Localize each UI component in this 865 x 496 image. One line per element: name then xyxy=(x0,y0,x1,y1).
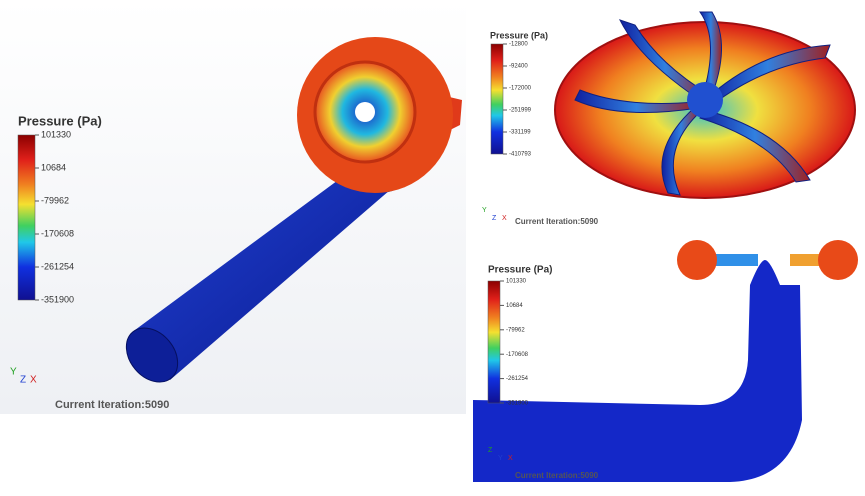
color-bar xyxy=(490,43,504,155)
tick-label: -351900 xyxy=(506,401,529,407)
tick-label: -79962 xyxy=(41,195,69,205)
tick-label: -172000 xyxy=(509,86,532,92)
draft-tube-section xyxy=(473,260,802,482)
blades xyxy=(574,11,831,196)
hub xyxy=(355,102,375,122)
tick-label: 10684 xyxy=(506,303,523,309)
tick-label: -251999 xyxy=(509,108,532,114)
tick-label: -331199 xyxy=(509,130,531,136)
tick-label: 101330 xyxy=(41,129,71,139)
axis-label: Y xyxy=(10,367,17,378)
legend-title: Pressure (Pa) xyxy=(18,113,102,128)
axis-label: Z xyxy=(20,375,26,386)
tick-label: -351900 xyxy=(41,294,74,304)
tube-outlet xyxy=(125,327,179,383)
color-bar xyxy=(487,280,501,404)
volute-left xyxy=(677,240,717,280)
volute-right xyxy=(818,240,858,280)
draft-tube xyxy=(135,175,390,380)
tick-label: -92400 xyxy=(509,64,528,70)
tick-label: -410793 xyxy=(509,152,532,158)
tick-label: -170608 xyxy=(41,228,74,238)
tick-label: -261254 xyxy=(506,376,529,382)
tick-label: -170608 xyxy=(506,352,529,358)
legend-title: Pressure (Pa) xyxy=(490,30,548,40)
passage-left xyxy=(708,254,758,266)
axis-label: Y xyxy=(482,207,487,214)
axis-label: Z xyxy=(492,215,497,222)
axis-label: X xyxy=(30,375,37,386)
axis-label: Y xyxy=(498,455,503,462)
tick-label: 101330 xyxy=(506,279,527,285)
tick-label: 10684 xyxy=(41,162,66,172)
iteration-label: Current Iteration:5090 xyxy=(55,399,169,411)
axis-label: Z xyxy=(488,447,493,454)
iteration-label: Current Iteration:5090 xyxy=(515,471,599,480)
tick-label: -261254 xyxy=(41,261,74,271)
hub xyxy=(687,82,723,118)
tick-label: -79962 xyxy=(506,327,525,333)
color-bar xyxy=(17,134,36,301)
axis-label: X xyxy=(502,215,507,222)
legend-title: Pressure (Pa) xyxy=(488,265,552,276)
iteration-label: Current Iteration:5090 xyxy=(515,217,599,226)
tick-label: -12800 xyxy=(509,42,528,48)
axis-label: X xyxy=(508,455,513,462)
